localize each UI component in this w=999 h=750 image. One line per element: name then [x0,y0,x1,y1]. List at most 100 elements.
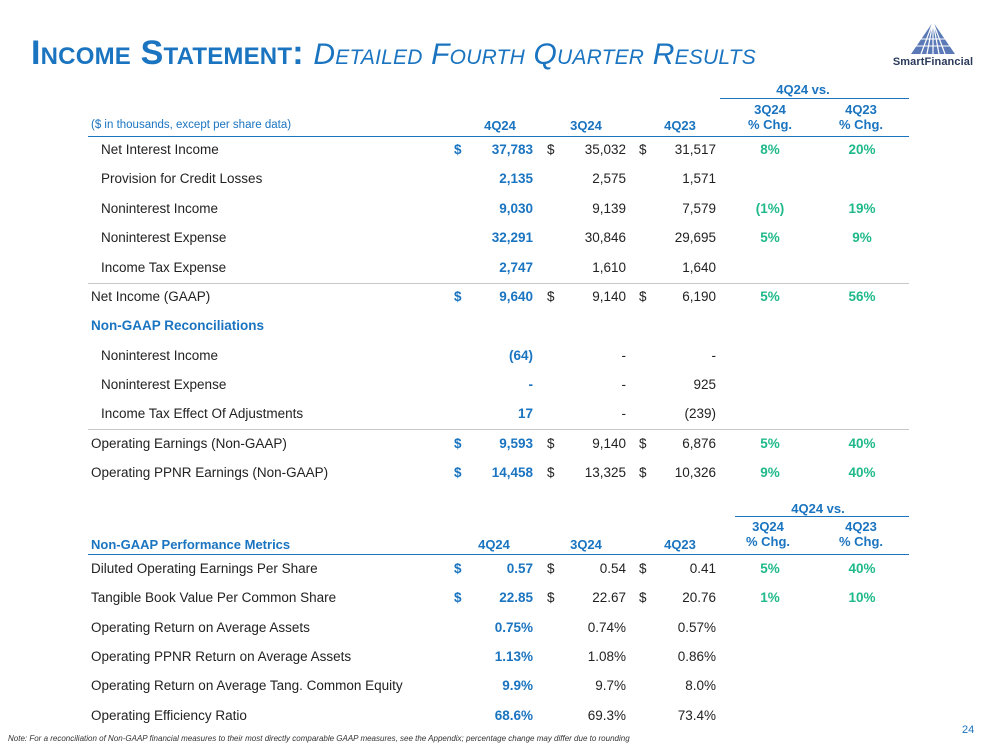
row-label: Operating Return on Average Tang. Common… [91,678,403,693]
row-label: Net Income (GAAP) [91,289,211,304]
row-label: Operating Return on Average Assets [91,620,310,635]
currency-symbol: $ [547,142,555,157]
pct-change-qoq: (1%) [755,201,785,216]
value-3q24: 13,325 [584,465,626,480]
value-4q23: 925 [693,377,716,392]
row-label: Operating PPNR Earnings (Non-GAAP) [91,465,329,480]
pct-change-qoq: 9% [760,465,780,480]
pct-change-yoy: 56% [848,289,876,304]
vs-header: 4Q24 vs. [776,82,830,97]
value-4q23: 31,517 [674,142,716,157]
row-label: Noninterest Income [101,348,219,363]
row-label: Provision for Credit Losses [101,171,263,186]
currency-symbol: $ [639,590,647,605]
col-header-yoy-chg: 4Q23 % Chg. [826,102,896,132]
value-4q23: 1,571 [682,171,716,186]
value-4q24: 17 [517,406,533,421]
col2-header-qoq-chg: 3Q24 % Chg. [733,519,803,549]
row-label: Operating Earnings (Non-GAAP) [91,436,287,451]
pct-change-yoy: 10% [848,590,876,605]
value-4q24: 68.6% [494,708,533,723]
col2-header-4q24: 4Q24 [478,537,510,552]
value-3q24: - [621,348,627,363]
header-rule-2 [88,554,909,555]
row-label: Tangible Book Value Per Common Share [91,590,337,605]
value-4q24: 2,135 [499,171,533,186]
value-3q24: 0.54 [599,561,626,576]
row-label: Noninterest Expense [101,230,227,245]
section-heading: Non-GAAP Reconciliations [91,318,265,333]
value-3q24: - [621,377,627,392]
currency-symbol: $ [454,436,462,451]
currency-symbol: $ [547,436,555,451]
currency-symbol: $ [454,465,462,480]
currency-symbol: $ [547,465,555,480]
pct-change-qoq: 5% [760,561,780,576]
footnote: Note: For a reconciliation of Non-GAAP f… [8,734,630,743]
value-4q24: 0.57 [506,561,533,576]
currency-symbol: $ [547,289,555,304]
unit-label: ($ in thousands, except per share data) [91,119,292,131]
value-3q24: 2,575 [592,171,626,186]
col-header-qoq-chg: 3Q24 % Chg. [735,102,805,132]
qoq2-chg-line2: % Chg. [745,534,791,549]
value-4q24: - [528,377,534,392]
row-label: Operating Efficiency Ratio [91,708,247,723]
row-label: Noninterest Expense [101,377,227,392]
yoy2-chg-line1: 4Q23 [845,519,877,534]
row-label: Income Tax Effect Of Adjustments [101,406,304,421]
col2-header-yoy-chg: 4Q23 % Chg. [826,519,896,549]
currency-symbol: $ [454,590,462,605]
pct-change-yoy: 40% [848,561,876,576]
currency-symbol: $ [454,142,462,157]
pct-change-yoy: 40% [848,436,876,451]
value-4q23: 8.0% [685,678,716,693]
currency-symbol: $ [547,590,555,605]
col-header-4q24: 4Q24 [484,118,516,133]
header-rule [88,136,909,137]
value-4q24: 22.85 [499,590,533,605]
yoy-chg-line2: % Chg. [838,117,884,132]
value-4q24: 1.13% [494,649,533,664]
row-label: Noninterest Income [101,201,219,216]
value-3q24: 0.74% [587,620,626,635]
currency-symbol: $ [639,436,647,451]
value-4q23: 0.57% [677,620,716,635]
pct-change-yoy: 19% [848,201,876,216]
page-number: 24 [962,724,975,736]
value-4q24: 9,640 [499,289,533,304]
pct-change-qoq: 1% [760,590,780,605]
value-4q23: 20.76 [682,590,716,605]
value-4q23: 0.41 [689,561,716,576]
qoq2-chg-line1: 3Q24 [752,519,784,534]
value-4q24: 14,458 [491,465,533,480]
value-4q24: 9,030 [499,201,533,216]
value-4q23: 6,876 [682,436,716,451]
title-subtitle: Detailed Fourth Quarter Results [313,38,756,71]
value-3q24: 9,139 [592,201,626,216]
pct-change-qoq: 5% [760,436,780,451]
pct-change-qoq: 5% [760,230,780,245]
company-logo: SmartFinancial [885,22,981,70]
pct-change-qoq: 5% [760,289,780,304]
col-header-3q24: 3Q24 [570,118,602,133]
value-4q23: 73.4% [677,708,716,723]
value-3q24: 30,846 [584,230,626,245]
yoy-chg-line1: 4Q23 [845,102,877,117]
vs-header-underline [720,98,909,99]
value-3q24: 9,140 [592,289,626,304]
value-4q24: 0.75% [494,620,533,635]
value-4q24: 37,783 [491,142,533,157]
section-label: Non-GAAP Performance Metrics [91,537,291,552]
value-4q23: 29,695 [674,230,716,245]
value-3q24: - [621,406,627,421]
row-label: Income Tax Expense [101,260,227,275]
qoq-chg-line2: % Chg. [747,117,793,132]
col2-header-3q24: 3Q24 [570,537,602,552]
vs-header-2: 4Q24 vs. [791,501,845,516]
value-4q23: 1,640 [682,260,716,275]
value-3q24: 69.3% [587,708,626,723]
value-3q24: 35,032 [584,142,626,157]
row-label: Diluted Operating Earnings Per Share [91,561,318,576]
net-income-rule [88,283,909,284]
